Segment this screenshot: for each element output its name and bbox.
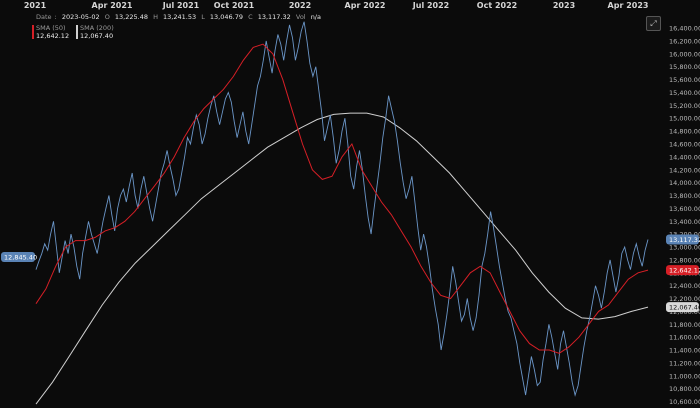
y-tick-label: 13,600.00 [669, 205, 700, 213]
legend-sma200-swatch [76, 25, 78, 39]
y-tick-label: 14,400.00 [669, 153, 700, 161]
legend-sma50-value: 12,642.12 [36, 32, 70, 40]
high-value: 13,241.53 [163, 13, 197, 21]
y-tick-label: 14,200.00 [669, 166, 700, 174]
close-label: C [248, 13, 253, 21]
y-tick-label: 16,400.00 [669, 25, 700, 33]
low-label: L [201, 13, 205, 21]
y-tick-label: 13,000.00 [669, 244, 700, 252]
vol-value: n/a [310, 13, 321, 21]
expand-icon[interactable]: ⤢ [646, 16, 661, 31]
x-tick-label: 2021 [23, 1, 47, 10]
y-tick-label: 12,200.00 [669, 295, 700, 303]
x-tick-label: Apr 2021 [91, 1, 133, 10]
x-tick-label: Apr 2023 [607, 1, 649, 10]
left-price-tag: 12,845.40 [1, 251, 37, 262]
open-label: O [104, 13, 110, 21]
value-tags: 12,845.40 13,117.32 12,642.12 12,067.40 [1, 234, 700, 313]
high-label: H [153, 13, 158, 21]
open-value: 13,225.48 [114, 13, 148, 21]
price-line [35, 21, 649, 397]
legend-sma200-value: 12,067.40 [80, 32, 114, 40]
y-tick-label: 13,800.00 [669, 192, 700, 200]
legend-sma200-name: SMA (200) [80, 24, 114, 32]
legend-sma50-name: SMA (50) [36, 24, 66, 32]
y-tick-label: 10,800.00 [669, 385, 700, 393]
y-tick-label: 15,600.00 [669, 76, 700, 84]
y-tick-label: 13,400.00 [669, 218, 700, 226]
y-tick-label: 16,000.00 [669, 50, 700, 58]
y-tick-label: 10,600.00 [669, 398, 700, 406]
x-tick-label: 2022 [288, 1, 312, 10]
x-tick-label: Apr 2022 [344, 1, 386, 10]
y-tick-label: 11,600.00 [669, 334, 700, 342]
ohlc-readout: Date: 2023-05-02 O 13,225.48 H 13,241.53… [36, 13, 321, 21]
y-tick-label: 11,400.00 [669, 347, 700, 355]
sma200-line [35, 112, 649, 405]
date-value: 2023-05-02 [61, 13, 100, 21]
x-axis-top: 2021 Apr 2021 Jul 2021 Oct 2021 2022 Apr 2022… [0, 0, 660, 12]
close-price-tag: 13,117.32 [666, 234, 700, 245]
vol-label: Vol [295, 13, 306, 21]
legend-sma200[interactable]: SMA (200) 12,067.40 [76, 24, 114, 40]
date-label: Date [36, 13, 52, 21]
y-tick-label: 15,400.00 [669, 89, 700, 97]
sma200-tag: 12,067.40 [666, 302, 700, 313]
legend-sma50-swatch [32, 25, 34, 39]
x-tick-label: Oct 2021 [213, 1, 255, 10]
y-tick-label: 15,200.00 [669, 102, 700, 110]
svg-text:12,845.40: 12,845.40 [4, 253, 37, 261]
y-tick-label: 15,800.00 [669, 63, 700, 71]
y-tick-label: 14,600.00 [669, 141, 700, 149]
y-axis: 16,400.00 16,200.00 16,000.00 15,800.00 15,6… [669, 25, 700, 406]
legend-sma50[interactable]: SMA (50) 12,642.12 [32, 24, 70, 40]
x-tick-label: 2023 [552, 1, 576, 10]
x-tick-label: Jul 2022 [412, 1, 450, 10]
y-tick-label: 11,800.00 [669, 321, 700, 329]
y-tick-label: 11,000.00 [669, 372, 700, 380]
y-tick-label: 12,800.00 [669, 256, 700, 264]
x-tick-label: Oct 2022 [476, 1, 518, 10]
svg-text:12,642.12: 12,642.12 [669, 267, 700, 275]
svg-text:12,067.40: 12,067.40 [669, 304, 700, 312]
svg-text:13,117.32: 13,117.32 [669, 236, 700, 244]
y-tick-label: 16,200.00 [669, 37, 700, 45]
sma50-line [35, 43, 649, 354]
close-value: 13,117.32 [257, 13, 291, 21]
low-value: 13,046.79 [209, 13, 243, 21]
y-tick-label: 12,400.00 [669, 282, 700, 290]
y-tick-label: 15,000.00 [669, 115, 700, 123]
y-tick-label: 14,800.00 [669, 128, 700, 136]
y-tick-label: 14,000.00 [669, 179, 700, 187]
x-tick-label: Jul 2021 [162, 1, 200, 10]
sma50-tag: 12,642.12 [666, 265, 700, 276]
y-tick-label: 11,200.00 [669, 359, 700, 367]
